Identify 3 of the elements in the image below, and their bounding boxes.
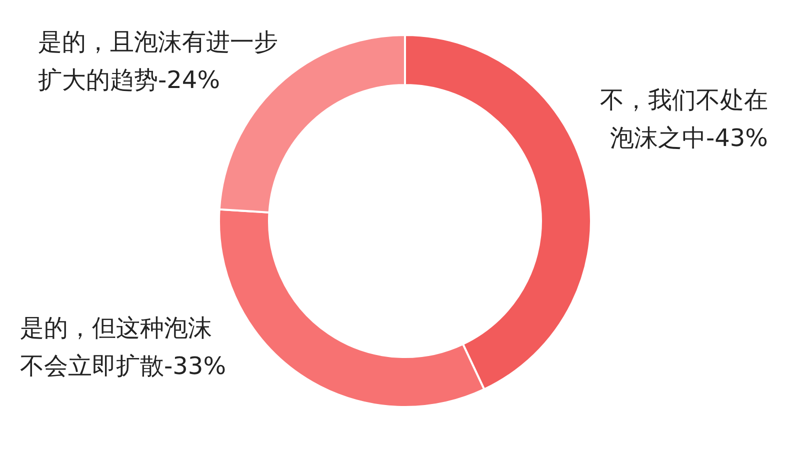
slice-label: 不，我们不处在泡沫之中-43% — [600, 86, 768, 152]
slice-label: 是的，且泡沫有进一步扩大的趋势-24% — [38, 28, 278, 94]
slice-label: 是的，但这种泡沫不会立即扩散-33% — [20, 314, 226, 380]
